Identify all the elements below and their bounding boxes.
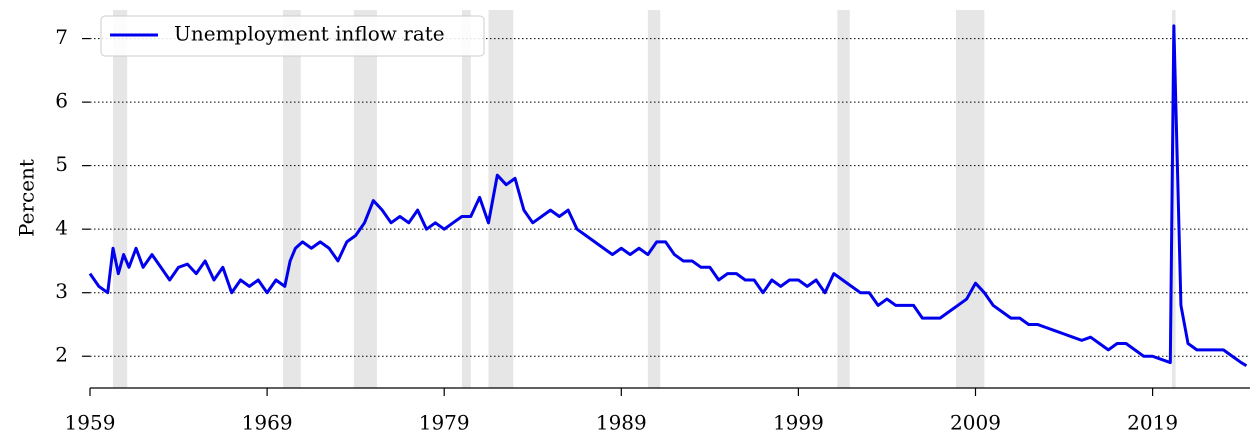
y-tick-label: 7 xyxy=(55,25,68,49)
recession-band xyxy=(837,10,850,388)
y-axis-label: Percent xyxy=(15,159,39,237)
legend: Unemployment inflow rate xyxy=(100,15,485,57)
x-tick-label: 1979 xyxy=(419,411,470,435)
y-tick-label: 4 xyxy=(55,216,68,240)
y-tick-label: 5 xyxy=(55,152,68,176)
y-tick-label: 2 xyxy=(55,343,68,367)
y-tick-label: 3 xyxy=(55,279,68,303)
recession-band xyxy=(956,10,985,388)
recession-band xyxy=(647,10,661,388)
legend-label: Unemployment inflow rate xyxy=(174,22,445,46)
recession-band xyxy=(113,10,128,388)
x-tick-label: 2019 xyxy=(1127,411,1178,435)
x-tick-label: 1999 xyxy=(773,411,824,435)
data-line xyxy=(88,24,1248,368)
recession-band xyxy=(1172,10,1176,388)
recession-band xyxy=(283,10,301,388)
x-tick-label: 2009 xyxy=(950,411,1001,435)
recession-band xyxy=(353,10,377,388)
x-tick-label: 1989 xyxy=(596,411,647,435)
legend-frame xyxy=(100,15,485,57)
x-tick-label: 1959 xyxy=(65,411,116,435)
recession-band xyxy=(461,10,471,388)
y-tick-label: 6 xyxy=(55,89,68,113)
x-tick-label: 1969 xyxy=(242,411,293,435)
